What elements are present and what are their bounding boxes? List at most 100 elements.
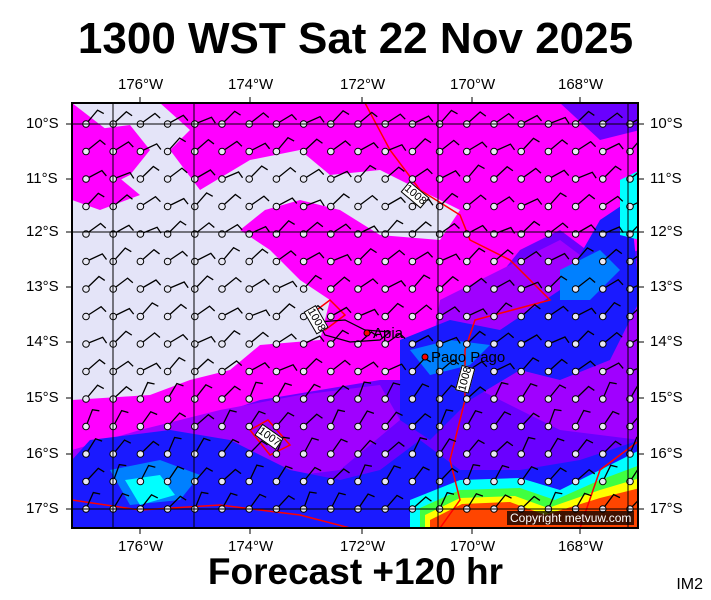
station-dot — [354, 202, 362, 211]
wind-barb — [602, 381, 617, 400]
wind-barb — [303, 466, 322, 482]
station-dot — [354, 175, 362, 183]
wind-barb — [330, 223, 352, 235]
wind-barb — [602, 464, 618, 482]
station-dot — [381, 395, 390, 403]
wind-barb — [303, 138, 323, 152]
station-dot — [136, 395, 145, 403]
station-dot — [163, 285, 172, 293]
wind-barb — [303, 168, 325, 180]
wind-barb — [602, 362, 624, 373]
station-dot — [299, 450, 308, 458]
station-dot — [245, 340, 253, 348]
wind-barb — [167, 412, 187, 427]
station-dot — [136, 367, 145, 376]
wind-barb — [547, 384, 567, 400]
station-dot — [517, 340, 526, 348]
wind-barb — [411, 466, 430, 482]
station-dot — [272, 422, 281, 431]
station-dot — [272, 477, 281, 486]
wind-barb — [520, 495, 541, 510]
wind-barb — [276, 197, 298, 208]
station-dot — [408, 395, 417, 403]
wind-barb — [629, 118, 638, 125]
wind-barb — [412, 115, 434, 125]
station-dot — [82, 257, 90, 266]
wind-barb — [248, 309, 271, 318]
station-dot — [354, 285, 362, 293]
station-dot — [544, 477, 553, 486]
station-dot — [136, 450, 145, 458]
wind-barb — [629, 308, 638, 317]
station-dot — [544, 202, 553, 211]
wind-barb — [411, 304, 433, 318]
wind-barb — [575, 110, 595, 125]
wind-barb — [221, 193, 242, 207]
wind-barb — [221, 385, 241, 400]
station-dot — [490, 340, 498, 348]
station-dot — [435, 367, 444, 376]
station-dot — [191, 367, 199, 376]
wind-barb — [357, 464, 373, 482]
wind-barb — [384, 465, 402, 482]
wind-barb — [85, 222, 107, 235]
station-dot — [544, 367, 553, 376]
wind-barb — [384, 113, 406, 125]
wind-barb — [384, 249, 406, 263]
station-dot — [354, 367, 362, 376]
wind-barb — [221, 223, 243, 235]
wind-barb — [112, 171, 135, 180]
wind-barb — [466, 386, 487, 400]
wind-barb — [167, 356, 186, 372]
station-dot — [571, 395, 580, 403]
station-dot — [381, 312, 390, 321]
wind-barb — [276, 250, 297, 263]
rain-violet — [72, 240, 638, 490]
station-dot — [517, 450, 526, 458]
station-dot — [245, 202, 253, 211]
wind-barb — [629, 499, 638, 510]
wind-barb — [85, 109, 105, 125]
station-dot — [599, 422, 607, 431]
station-dot — [571, 340, 580, 348]
station-dot — [354, 312, 362, 321]
wind-barb — [221, 171, 244, 180]
wind-barb — [140, 143, 162, 153]
wind-barb — [221, 276, 242, 290]
lon-label: 174°W — [228, 76, 274, 93]
wind-barb — [439, 336, 461, 345]
wind-barb — [112, 110, 133, 125]
station-dot — [571, 257, 580, 266]
station-dot — [327, 422, 335, 431]
wind-barb — [493, 332, 515, 345]
lon-label: 168°W — [558, 538, 604, 555]
wind-barb — [466, 247, 486, 262]
wind-barb — [167, 303, 188, 317]
station-dot — [490, 477, 498, 486]
wind-barb — [520, 436, 536, 455]
wind-barb — [548, 252, 570, 263]
wind-barb — [357, 361, 379, 373]
station-dot — [517, 477, 526, 486]
station-dot — [299, 477, 308, 486]
wind-barb — [466, 409, 483, 427]
wind-barb — [602, 112, 623, 125]
wind-barb — [167, 220, 187, 235]
wind-barb — [384, 302, 404, 317]
wind-barb — [248, 248, 269, 262]
wind-barb — [602, 331, 623, 345]
station-dot — [408, 147, 417, 156]
graticule — [72, 103, 638, 528]
wind-barb — [548, 222, 569, 235]
station-dot — [599, 450, 607, 458]
station-dot — [299, 340, 308, 348]
station-dot — [408, 367, 417, 376]
wind-barb — [547, 408, 562, 427]
station-dot — [463, 395, 471, 403]
station-dot — [435, 175, 444, 183]
wind-barb — [493, 196, 515, 208]
wind-barb — [140, 112, 161, 125]
chart-title: 1300 WST Sat 22 Nov 2025 — [77, 14, 634, 63]
wind-barb — [85, 437, 103, 455]
lon-label: 174°W — [228, 538, 274, 555]
